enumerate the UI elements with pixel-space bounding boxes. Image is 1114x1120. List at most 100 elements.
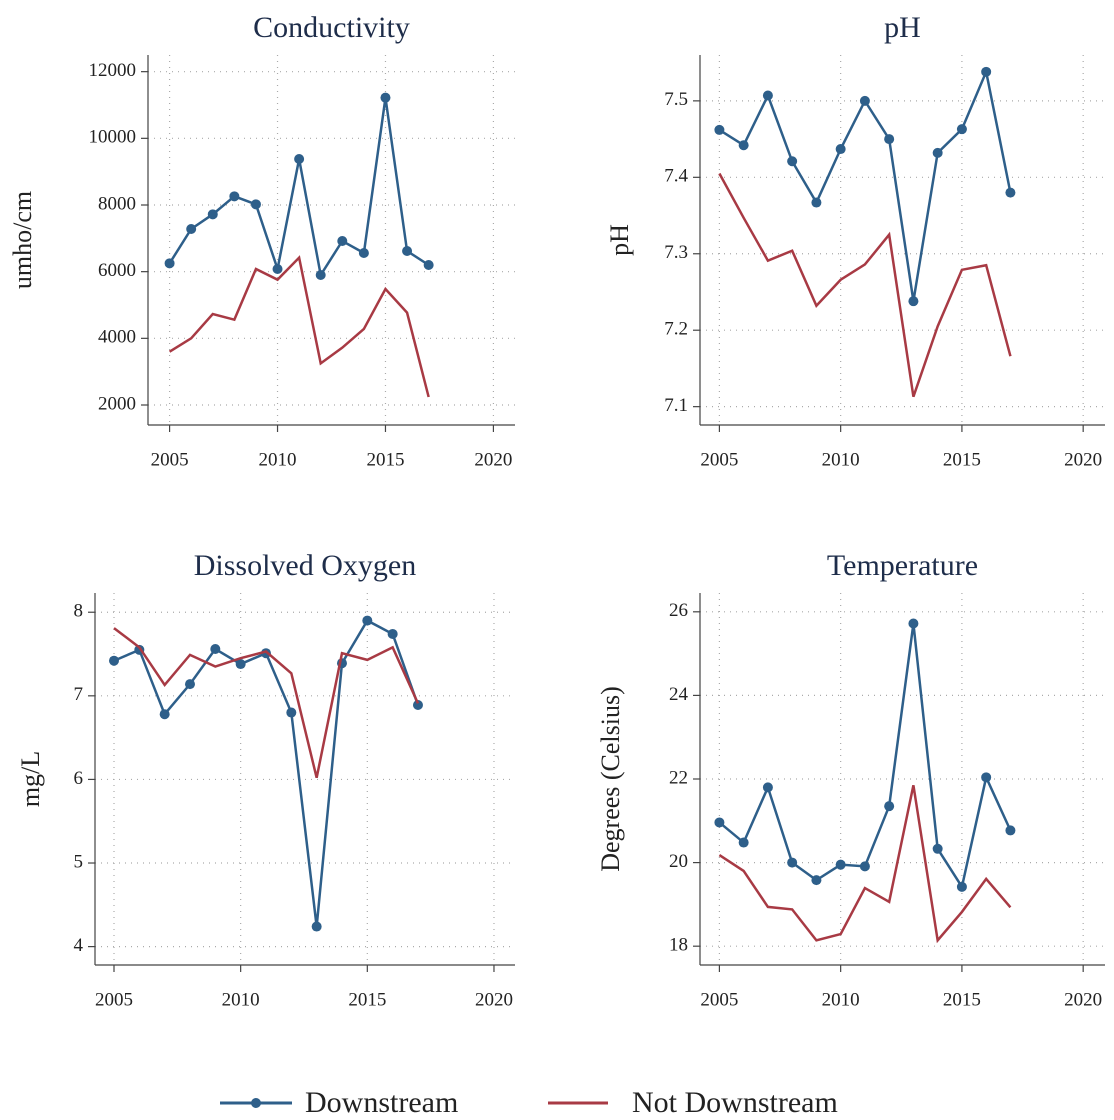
legend-label: Downstream (305, 1086, 458, 1119)
point (811, 875, 822, 886)
point (762, 90, 773, 101)
y-tick-label: 12000 (89, 60, 137, 81)
x-tick-label: 2005 (700, 449, 738, 470)
series-line (718, 67, 1012, 302)
x-tick-label: 2010 (259, 449, 297, 470)
point (402, 246, 413, 256)
series-line (718, 172, 1012, 398)
x-tick-label: 2020 (475, 989, 513, 1010)
point (787, 156, 798, 167)
y-tick-label: 4 (74, 935, 84, 956)
y-tick-label: 8000 (98, 193, 136, 214)
y-tick-label: 18 (669, 935, 688, 956)
y-tick-label: 10000 (89, 127, 137, 148)
y-axis-label: mg/L (16, 751, 45, 807)
point (811, 197, 822, 208)
y-tick-label: 7.1 (664, 395, 688, 416)
x-tick-label: 2010 (222, 989, 260, 1010)
series-line (718, 623, 1012, 891)
point (380, 92, 391, 103)
point (260, 648, 271, 659)
y-axis-label: pH (605, 224, 634, 256)
y-tick-label: 26 (669, 600, 688, 621)
point (229, 191, 240, 202)
point (932, 147, 943, 158)
point (714, 124, 725, 135)
x-tick-label: 2020 (1064, 449, 1102, 470)
series-line (113, 627, 420, 779)
y-tick-label: 7.4 (664, 166, 688, 187)
point (908, 618, 919, 629)
point (787, 857, 798, 868)
x-tick-label: 2015 (943, 449, 981, 470)
point (423, 260, 434, 270)
y-tick-label: 2000 (98, 393, 136, 414)
point (159, 709, 170, 720)
y-tick-label: 24 (669, 684, 689, 705)
point (207, 209, 218, 220)
point (387, 628, 398, 639)
point (337, 236, 348, 246)
point (738, 140, 749, 151)
point (235, 659, 246, 670)
point (412, 700, 423, 711)
point (210, 644, 221, 655)
point (956, 124, 967, 135)
y-tick-label: 7 (74, 684, 84, 705)
point (164, 258, 175, 269)
point (272, 264, 283, 274)
legend-marker (251, 1098, 261, 1108)
point (1005, 187, 1016, 198)
point (738, 837, 749, 848)
point (859, 95, 870, 106)
x-tick-label: 2020 (1064, 989, 1102, 1010)
point (835, 859, 846, 870)
y-tick-label: 22 (669, 767, 688, 788)
point (932, 843, 943, 854)
chart-title: pH (884, 11, 921, 44)
y-tick-label: 20 (669, 851, 688, 872)
x-tick-label: 2005 (95, 989, 133, 1010)
x-tick-label: 2010 (822, 989, 860, 1010)
series-line (113, 618, 420, 927)
series-line (718, 785, 1012, 944)
y-tick-label: 5 (74, 851, 84, 872)
legend-label: Not Downstream (632, 1086, 838, 1119)
point (315, 270, 326, 280)
x-tick-label: 2020 (474, 449, 512, 470)
y-tick-label: 8 (74, 601, 84, 622)
point (762, 782, 773, 793)
chart-title: Temperature (827, 549, 978, 582)
series-line (168, 255, 430, 398)
point (184, 679, 195, 690)
point (981, 66, 992, 77)
x-tick-label: 2005 (700, 989, 738, 1010)
point (358, 248, 369, 258)
point (859, 861, 870, 872)
point (884, 801, 895, 812)
y-tick-label: 7.2 (664, 319, 688, 340)
x-tick-label: 2015 (366, 449, 404, 470)
point (108, 655, 119, 666)
point (250, 199, 261, 210)
series-line (168, 97, 430, 279)
chart-title: Conductivity (253, 11, 410, 44)
x-tick-label: 2010 (822, 449, 860, 470)
y-tick-label: 7.5 (664, 89, 688, 110)
point (956, 881, 967, 892)
x-tick-label: 2015 (943, 989, 981, 1010)
chart-title: Dissolved Oxygen (194, 549, 416, 582)
point (362, 615, 373, 626)
point (286, 707, 297, 718)
point (294, 154, 305, 164)
point (835, 144, 846, 155)
y-tick-label: 6000 (98, 260, 136, 281)
point (884, 134, 895, 145)
point (1005, 825, 1016, 836)
x-tick-label: 2005 (151, 449, 189, 470)
y-tick-label: 7.3 (664, 242, 688, 263)
point (908, 296, 919, 307)
x-tick-label: 2015 (348, 989, 386, 1010)
point (981, 772, 992, 783)
